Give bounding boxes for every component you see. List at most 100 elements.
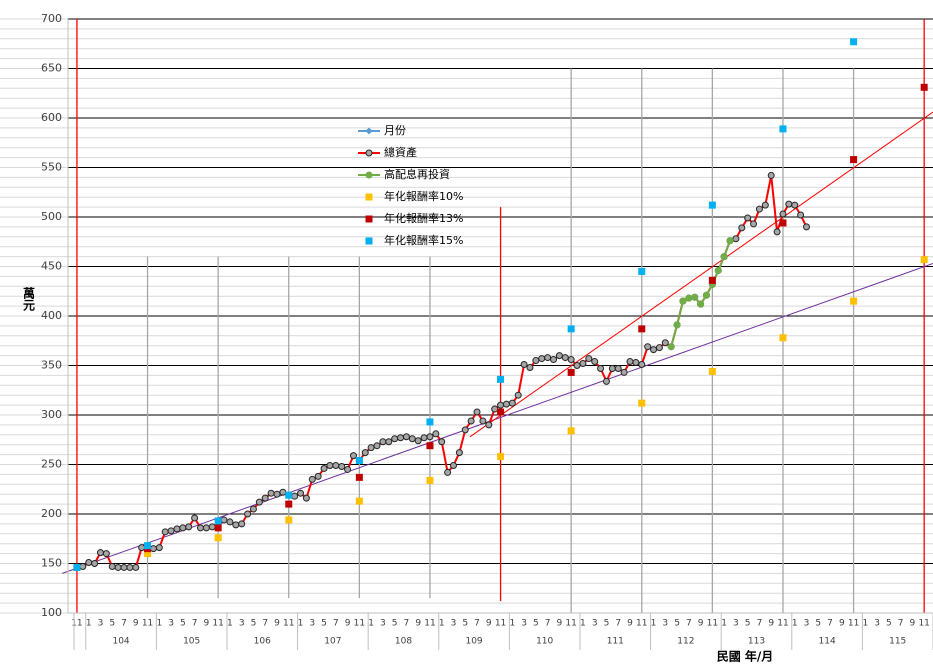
x-tick-label: 11 xyxy=(354,619,365,629)
x-tick-label: 9 xyxy=(274,619,280,629)
data-point xyxy=(661,339,669,347)
data-point xyxy=(485,421,493,429)
data-point xyxy=(538,355,546,363)
data-point xyxy=(797,211,805,219)
data-point xyxy=(214,524,222,532)
data-point xyxy=(761,201,769,209)
x-tick-label: 3 xyxy=(804,619,810,629)
x-tick-label: 1 xyxy=(298,619,304,629)
x-tick-label: 7 xyxy=(686,619,692,629)
data-point xyxy=(850,297,858,305)
x-tick-label: 9 xyxy=(486,619,492,629)
x-tick-label: 1 xyxy=(86,619,92,629)
x-group-label: 114 xyxy=(819,637,836,647)
x-tick-label: 1 xyxy=(580,619,586,629)
x-group-label: 113 xyxy=(748,637,765,647)
data-point xyxy=(196,524,204,532)
data-point xyxy=(697,300,705,308)
legend-marker xyxy=(365,171,373,179)
y-tick-label: 450 xyxy=(41,260,62,273)
x-tick-label: 11 xyxy=(707,619,718,629)
trendline xyxy=(62,263,933,574)
data-point xyxy=(638,267,646,275)
data-point xyxy=(714,266,722,274)
data-point xyxy=(432,430,440,438)
data-point xyxy=(597,364,605,372)
x-tick-label: 1 xyxy=(792,619,798,629)
data-point xyxy=(591,358,599,366)
data-point xyxy=(79,562,87,570)
y-tick-label: 550 xyxy=(41,161,62,174)
data-point xyxy=(573,362,581,369)
data-point xyxy=(779,210,787,218)
data-point xyxy=(461,426,469,434)
data-point xyxy=(650,346,658,354)
data-point xyxy=(367,444,375,452)
data-point xyxy=(91,560,99,567)
data-point xyxy=(438,438,446,446)
data-point xyxy=(920,256,928,264)
x-tick-label: 7 xyxy=(192,619,198,629)
data-point xyxy=(308,475,316,483)
data-point xyxy=(520,361,528,369)
data-point xyxy=(167,527,175,535)
data-point xyxy=(773,228,781,236)
data-point xyxy=(561,354,569,362)
data-point xyxy=(708,201,716,209)
data-point xyxy=(179,524,187,532)
data-point xyxy=(567,325,575,333)
x-tick-label: 9 xyxy=(910,619,916,629)
x-group-label: 109 xyxy=(465,637,482,647)
data-point xyxy=(444,468,452,476)
legend-label: 年化報酬率10% xyxy=(384,189,463,203)
data-point xyxy=(261,494,269,502)
data-point xyxy=(426,433,434,441)
data-point xyxy=(144,542,152,550)
x-group-label: 115 xyxy=(889,637,906,647)
data-point xyxy=(555,352,563,360)
x-group-label: 110 xyxy=(536,637,553,647)
x-tick-label: 11 xyxy=(848,619,859,629)
data-point xyxy=(155,544,163,552)
data-point xyxy=(214,534,222,542)
data-point xyxy=(644,343,652,351)
data-point xyxy=(850,38,858,46)
x-tick-label: 3 xyxy=(733,619,739,629)
x-tick-label: 1 xyxy=(721,619,727,629)
data-point xyxy=(779,219,787,227)
x-tick-label: 3 xyxy=(662,619,668,629)
x-tick-label: 7 xyxy=(474,619,480,629)
data-point xyxy=(291,492,299,500)
x-tick-label: 1 xyxy=(862,619,868,629)
x-group-label: 107 xyxy=(324,637,341,647)
data-point xyxy=(779,125,787,133)
y-axis-title: 萬元 xyxy=(22,286,36,312)
x-tick-label: 5 xyxy=(886,619,892,629)
x-tick-label: 11 xyxy=(565,619,576,629)
data-point xyxy=(220,516,228,524)
data-point xyxy=(920,83,928,91)
data-point xyxy=(314,472,322,480)
x-tick-label: 1 xyxy=(439,619,445,629)
data-point xyxy=(397,434,405,442)
data-point xyxy=(497,401,505,409)
y-tick-label: 300 xyxy=(41,408,62,421)
x-tick-label: 1 xyxy=(227,619,233,629)
data-point xyxy=(149,545,157,553)
data-point xyxy=(497,375,505,383)
data-point xyxy=(126,563,134,571)
data-point xyxy=(673,321,681,329)
data-point xyxy=(508,399,516,407)
x-tick-label: 11 xyxy=(918,619,929,629)
data-point xyxy=(767,171,775,179)
data-point xyxy=(120,563,128,571)
data-point xyxy=(391,435,399,443)
y-tick-label: 650 xyxy=(41,62,62,75)
x-tick-label: 5 xyxy=(533,619,539,629)
trendline xyxy=(469,111,933,438)
data-point xyxy=(338,462,346,470)
data-point xyxy=(114,563,122,571)
data-point xyxy=(567,427,575,435)
data-point xyxy=(473,408,481,416)
